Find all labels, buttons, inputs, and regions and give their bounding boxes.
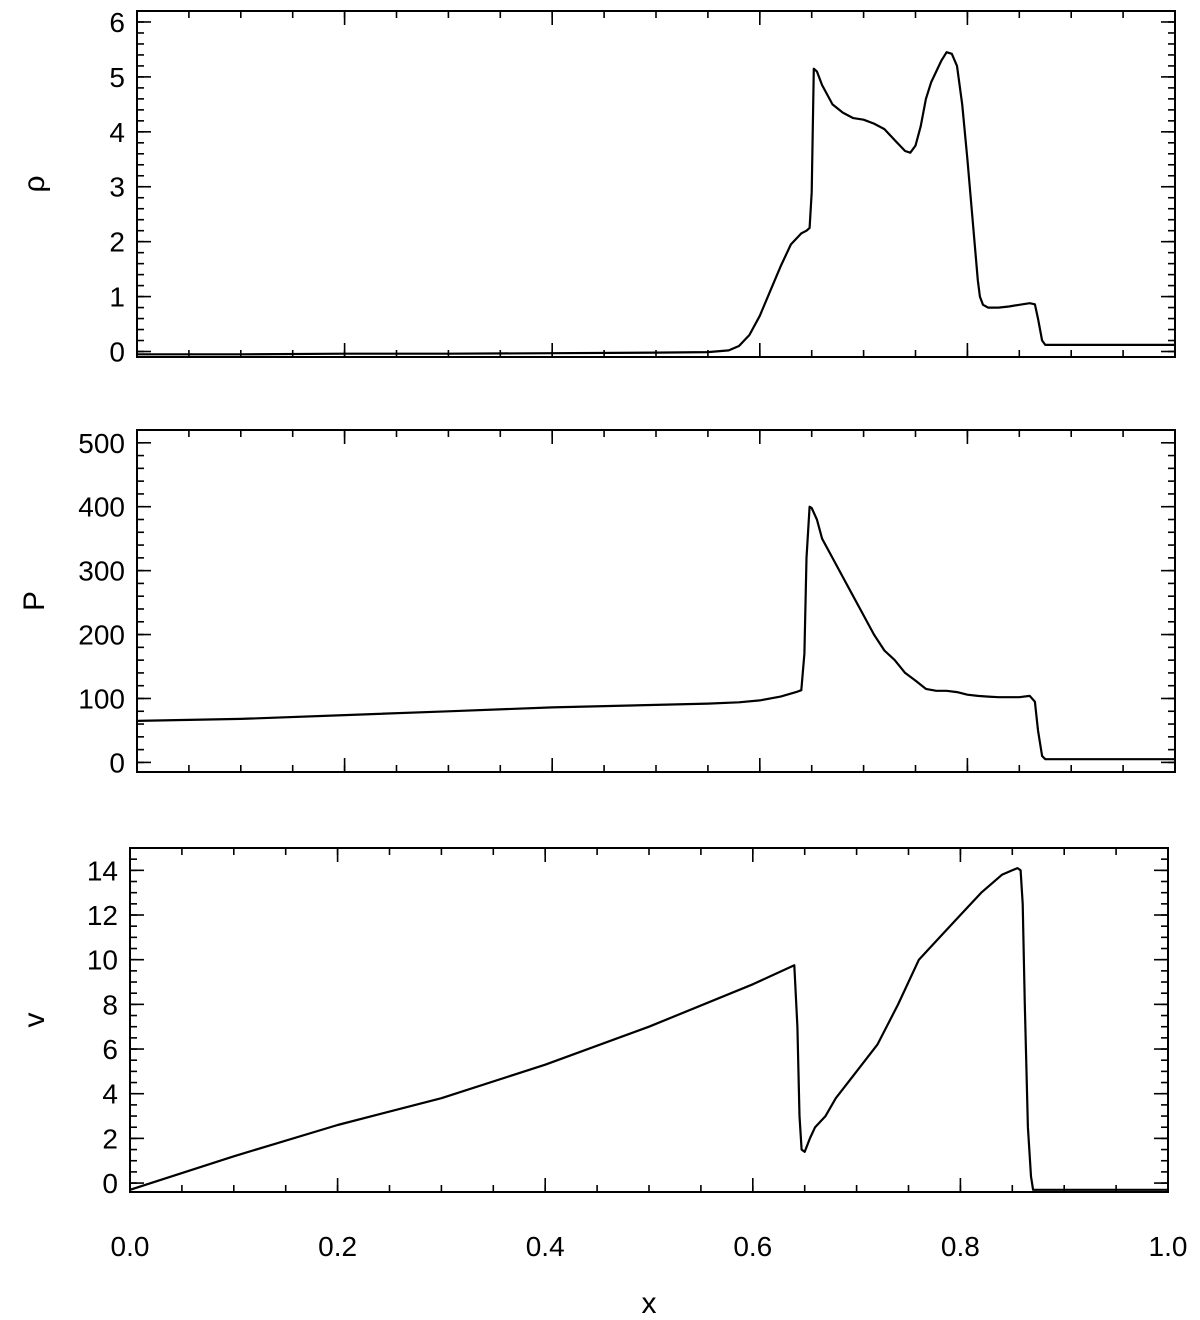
panel-3-x-tick-label: 0.2 (318, 1231, 357, 1262)
panel-3-x-tick-label: 0.4 (526, 1231, 565, 1262)
panel-3-x-tick-label: 0.6 (733, 1231, 772, 1262)
panel-3-y-tick-label: 14 (87, 855, 118, 886)
panel-1-y-tick-label: 4 (109, 117, 125, 148)
panel-3-y-tick-label: 8 (102, 989, 118, 1020)
panel-2-y-tick-label: 200 (78, 620, 125, 651)
panel-3-x-tick-label: 0.0 (111, 1231, 150, 1262)
panel-2-y-tick-label: 100 (78, 683, 125, 714)
panel-2: 0 100 200 300 400 500 P (18, 428, 1176, 778)
panel-1-y-tick-label: 6 (109, 7, 125, 38)
panel-3-y-tick-label: 6 (102, 1034, 118, 1065)
panel-2-y-tick-label: 300 (78, 556, 125, 587)
panel-2-y-tick-label: 0 (109, 747, 125, 778)
panel-1-y-tick-label: 5 (109, 62, 125, 93)
panel-1-y-tick-label: 0 (109, 337, 125, 368)
panel-1: 0 1 2 3 4 5 6 ρ (18, 7, 1176, 368)
panel-3-y-axis-label: v (18, 1013, 51, 1028)
panel-2-y-axis-label: P (18, 591, 51, 611)
panel-2-series-line-1 (136, 505, 1175, 761)
panel-1-y-tick-label: 2 (109, 227, 125, 258)
panel-1-y-tick-label: 3 (109, 172, 125, 203)
panel-2-y-tick-label: 500 (78, 428, 125, 459)
panel-3-x-axis-label: x (642, 1287, 657, 1320)
panel-3-x-tick-label: 1.0 (1149, 1231, 1188, 1262)
panel-3-y-tick-label: 2 (102, 1123, 118, 1154)
panel-2-frame (136, 429, 1176, 773)
panel-3-y-tick-label: 0 (102, 1168, 118, 1199)
panel-3-y-tick-label: 12 (87, 900, 118, 931)
panel-3-y-tick-label: 10 (87, 945, 118, 976)
panel-2-y-tick-label: 400 (78, 492, 125, 523)
panel-3: 0 2 4 6 8 10 12 14 0.0 0.2 0.4 0.6 0.8 1.0 v x (18, 847, 1188, 1320)
panel-3-series-line-1 (129, 867, 1168, 1191)
panel-3-x-tick-label: 0.8 (941, 1231, 980, 1262)
panel-1-y-axis-label: ρ (18, 175, 51, 192)
panel-1-y-tick-label: 1 (109, 282, 125, 313)
panel-3-y-tick-label: 4 (102, 1079, 118, 1110)
panel-1-series-line-1 (137, 51, 1175, 356)
